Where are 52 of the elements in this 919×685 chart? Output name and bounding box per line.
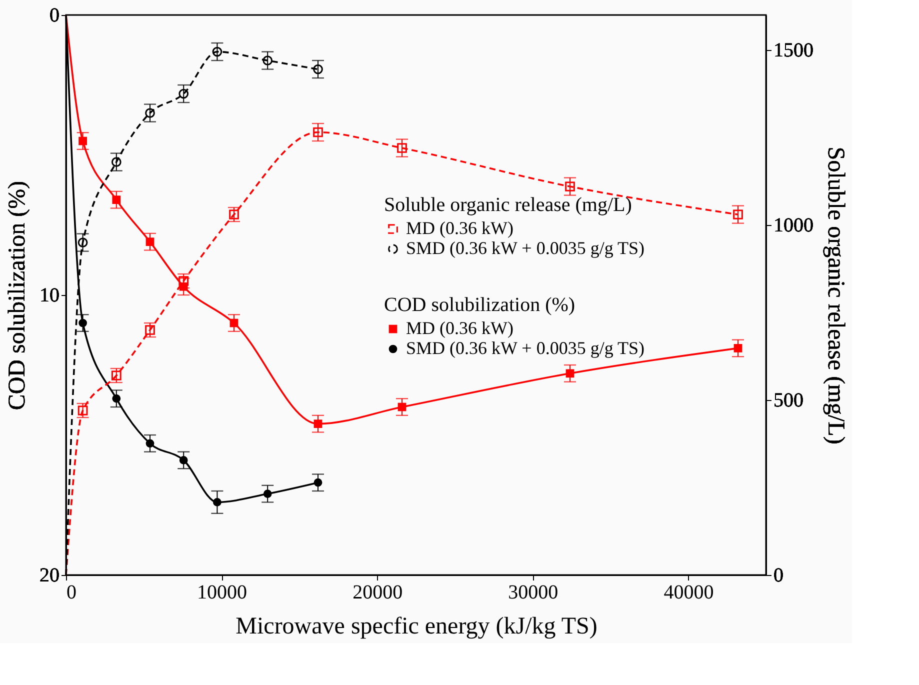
- point: [313, 64, 323, 74]
- x-tick-label: 30000: [508, 582, 558, 604]
- text: Soluble organic release (mg/L): [384, 194, 632, 216]
- y-tick-label: 10: [40, 284, 60, 306]
- point: [112, 196, 121, 204]
- point: [146, 439, 154, 448]
- y2-tick-label: 500: [774, 390, 804, 412]
- point: [146, 238, 154, 246]
- x-tick-label: 10000: [197, 582, 248, 604]
- point: [314, 478, 322, 487]
- point: [145, 325, 155, 335]
- y-axis-title: COD solubilization (%): [4, 180, 30, 410]
- point: [179, 456, 188, 464]
- point: [213, 498, 222, 506]
- y2-axis-title: Soluble organic release (mg/L): [822, 146, 848, 444]
- x-axis-title: Microwave specfic energy (kJ/kg TS): [236, 614, 598, 640]
- point: [112, 394, 121, 403]
- legend-label: MD (0.36 kW): [406, 318, 514, 338]
- point: [263, 490, 272, 498]
- point: [733, 210, 743, 220]
- legend-label: SMD (0.36 kW + 0.0035 g/g TS): [406, 238, 645, 258]
- point: [145, 108, 155, 118]
- point: [78, 318, 87, 328]
- point: [78, 238, 88, 248]
- point: [397, 143, 407, 153]
- legend-label: SMD (0.36 kW + 0.0035 g/g TS): [406, 338, 645, 358]
- point: [212, 46, 222, 57]
- point: [78, 136, 87, 146]
- point: [314, 420, 322, 428]
- y2-tick-label: 0: [774, 564, 784, 586]
- x-tick-label: 20000: [352, 582, 403, 604]
- point: [734, 344, 742, 352]
- point: [178, 88, 189, 99]
- legend-label: MD (0.36 kW): [406, 218, 514, 238]
- y-tick-label: 20: [40, 564, 60, 586]
- point: [566, 369, 574, 378]
- point: [111, 370, 122, 380]
- point: [78, 406, 88, 416]
- point: [398, 402, 406, 412]
- x-tick-label: 40000: [664, 582, 714, 604]
- y2-tick-label: 1000: [774, 214, 814, 236]
- y-tick-label: 0: [50, 4, 60, 26]
- text: COD solubilization (%): [384, 294, 576, 316]
- point: [229, 210, 239, 220]
- x-tick-label: 0: [66, 582, 76, 604]
- point: [565, 182, 575, 192]
- point: [262, 56, 273, 66]
- point: [230, 318, 238, 328]
- y2-tick-label: 1500: [774, 40, 814, 62]
- point: [313, 127, 323, 138]
- point: [178, 276, 189, 286]
- point: [111, 157, 122, 167]
